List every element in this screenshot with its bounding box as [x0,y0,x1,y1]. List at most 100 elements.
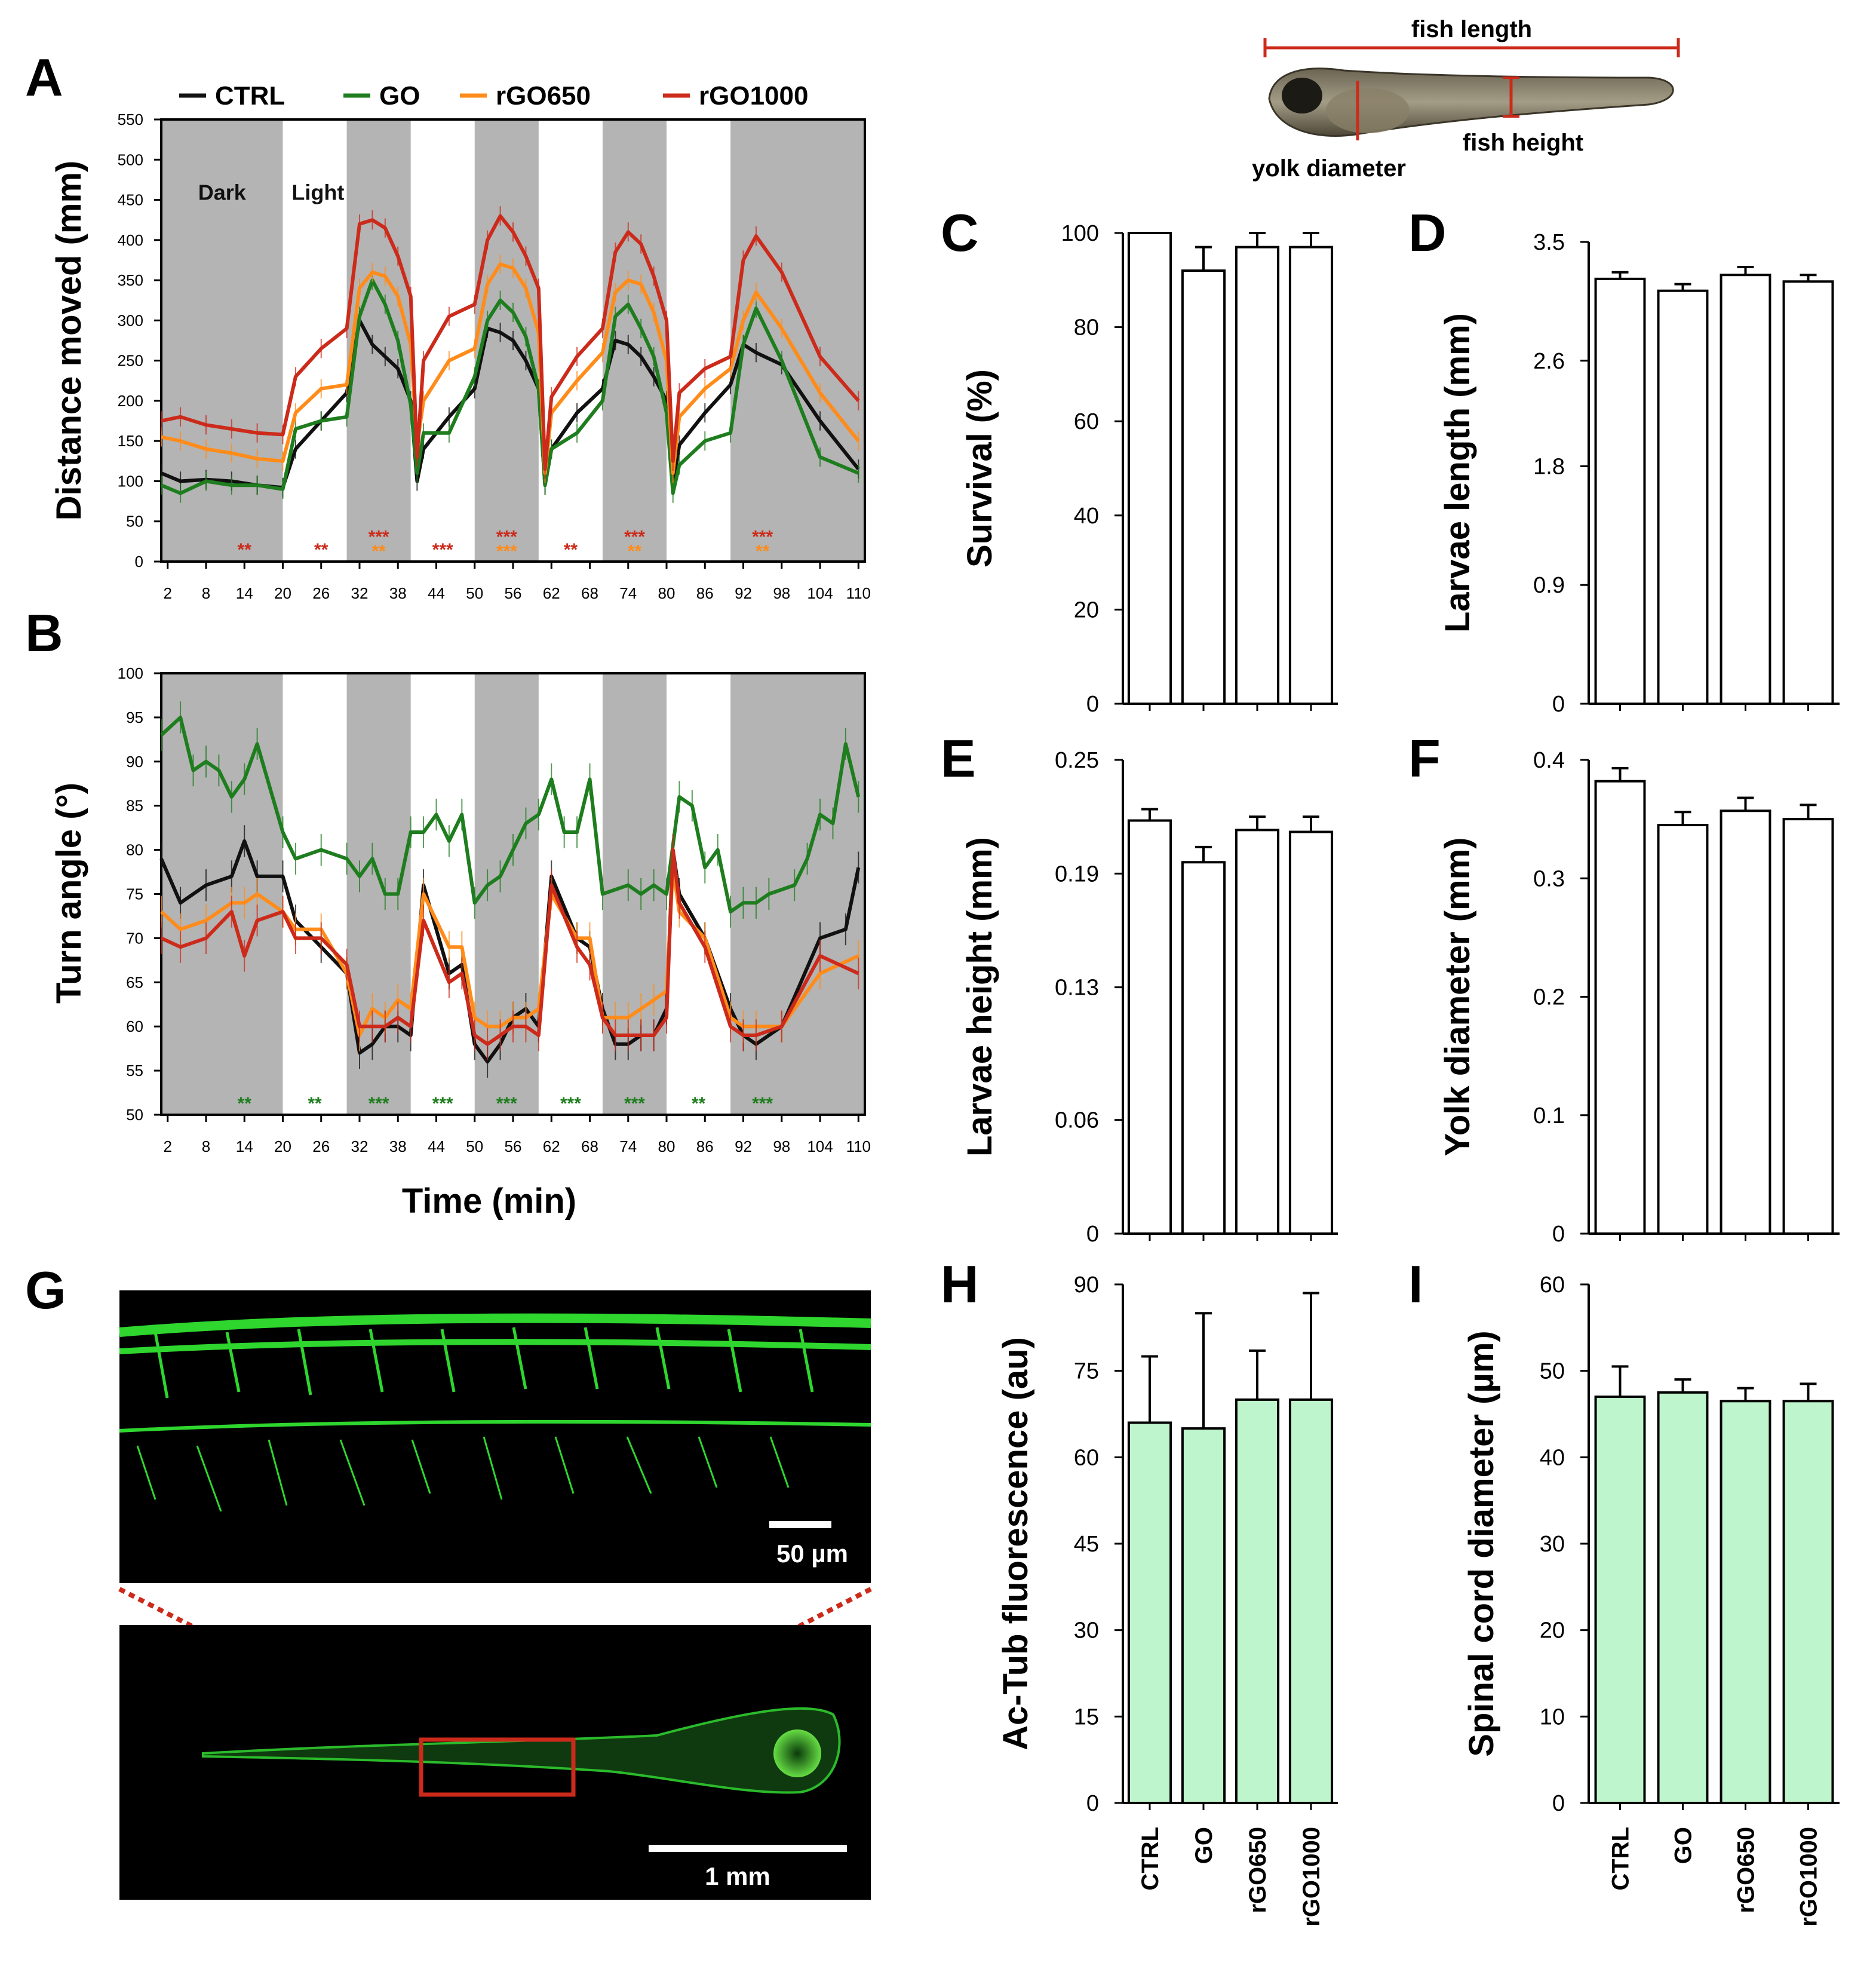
bar-go [1657,289,1709,705]
significance-marker: ** [238,1094,252,1114]
significance-marker: *** [496,542,517,562]
category-label-go: GO [1191,1827,1217,1864]
panel-letter-i: I [1408,1255,1423,1314]
y-axis-label: Turn angle (°) [50,783,88,1004]
x-tick-label: 110 [846,584,871,602]
legend-label-rgo1000: rGO1000 [699,81,808,111]
larva-eye-fluorescent-icon [773,1729,821,1777]
dark-period-band [730,119,865,562]
x-tick-label: 104 [807,584,833,602]
y-tick-label: 60 [1074,409,1099,434]
y-tick-label: 350 [118,271,143,289]
fish-measurement-diagram: fish length fish height yolk diameter [1252,16,1680,182]
significance-marker: *** [624,527,645,547]
x-tick-label: 104 [807,1137,833,1155]
x-tick-label: 80 [658,1137,676,1155]
scale-bar-1mm-label: 1 mm [705,1862,770,1890]
significance-marker: ** [756,542,770,562]
y-tick-label: 0.25 [1055,748,1099,773]
significance-marker: ** [314,540,328,560]
y-tick-label: 60 [126,1017,143,1035]
y-tick-label: 0.1 [1533,1103,1565,1128]
legend-label-ctrl: CTRL [215,81,285,111]
significance-marker: *** [369,1094,389,1114]
significance-marker: *** [496,1094,517,1114]
bar-ctrl [1594,277,1646,705]
significance-marker: ** [692,1094,706,1114]
x-tick-label: 62 [543,1137,560,1155]
x-tick-label: 26 [312,1137,330,1155]
y-tick-label: 20 [1074,597,1099,622]
x-tick-label: 98 [773,1137,790,1155]
y-tick-label: 400 [118,231,143,249]
dark-period-band [602,673,667,1115]
legend-label-go: GO [379,81,420,111]
y-tick-label: 75 [1074,1359,1099,1384]
y-tick-label: 50 [1540,1359,1565,1384]
panel-e-larvae-height-chart: E 0 0.06 0.13 0.19 0.25 Larvae height (mm) [941,729,1338,1247]
y-tick-label: 60 [1074,1445,1099,1470]
significance-marker: *** [432,1094,453,1114]
y-tick-label: 100 [118,664,143,682]
x-tick-label: 110 [846,1137,871,1155]
y-tick-label: 0 [1552,1222,1565,1247]
y-tick-label: 0 [1552,1791,1565,1816]
bar-go [1181,861,1226,1235]
y-tick-label: 30 [1074,1618,1099,1643]
y-tick-label: 0 [135,553,143,571]
yolk-diameter-label: yolk diameter [1252,155,1406,182]
y-tick-label: 70 [126,929,143,947]
bar-ctrl [1594,1396,1646,1804]
panel-i-spinal-cord-chart: I 0 10 20 30 40 50 60 Spinal cord diameter (µm) C… [1408,1255,1840,1927]
bar-go [1181,1427,1226,1804]
y-tick-label: 0.19 [1055,861,1099,887]
y-axis-label: Yolk diameter (mm) [1438,838,1477,1157]
bar-rgo650 [1235,246,1280,705]
x-tick-label: 74 [619,584,637,602]
y-axis-label: Distance moved (mm) [50,161,88,521]
significance-marker: *** [432,540,453,560]
y-tick-label: 75 [126,885,143,903]
panel-letter-b: B [25,603,63,663]
panel-h-actub-fluorescence-chart: H 0 15 30 45 60 75 90 Ac-Tub fluorescence (au) CT… [941,1255,1338,1927]
y-tick-label: 10 [1540,1704,1565,1729]
series-line-go [159,715,861,914]
bar-rgo1000 [1288,830,1334,1235]
bar-rgo650 [1720,1400,1771,1805]
x-axis-label: Time (min) [402,1182,576,1220]
category-label-rgo650: rGO650 [1245,1827,1271,1913]
x-tick-label: 86 [696,1137,714,1155]
phase-label-light: Light [291,180,344,205]
y-tick-label: 90 [126,753,143,771]
x-tick-label: 98 [773,584,790,602]
category-label-rgo1000: rGO1000 [1298,1827,1325,1927]
y-tick-label: 0.9 [1533,573,1565,598]
panel-a-distance-chart: A 0 50 100 150 200 250 300 350 400 450 500 550 2 8 14 20… [25,48,871,602]
x-tick-label: 68 [581,584,598,602]
y-axis-label: Spinal cord diameter (µm) [1462,1330,1501,1756]
y-tick-label: 55 [126,1062,143,1080]
y-tick-label: 0 [1086,1222,1099,1247]
y-tick-label: 80 [1074,315,1099,341]
y-tick-label: 80 [126,841,143,859]
y-tick-label: 1.8 [1533,454,1565,479]
bar-rgo1000 [1782,818,1834,1235]
x-tick-label: 44 [428,1137,445,1155]
x-tick-label: 44 [428,584,445,602]
larva-yolk-icon [1326,88,1410,133]
panel-letter-a: A [25,48,63,107]
fish-height-label: fish height [1463,130,1583,156]
y-axis-label: Survival (%) [960,369,999,568]
panel-letter-d: D [1408,203,1447,262]
significance-marker: ** [308,1094,322,1114]
y-tick-label: 0.13 [1055,976,1099,1001]
y-axis-label: Larvae length (mm) [1438,313,1477,633]
y-tick-label: 200 [118,392,143,410]
bar-rgo1000 [1288,1398,1334,1804]
y-tick-label: 0 [1086,1791,1099,1816]
x-tick-label: 86 [696,584,714,602]
panel-b-turn-angle-chart: B 50 55 60 65 70 75 80 85 90 95 100 2 8 14 20 26 32 38 44 50… [25,603,871,1220]
y-tick-label: 50 [126,1106,143,1124]
panel-letter-e: E [941,729,976,788]
x-tick-label: 20 [274,584,291,602]
